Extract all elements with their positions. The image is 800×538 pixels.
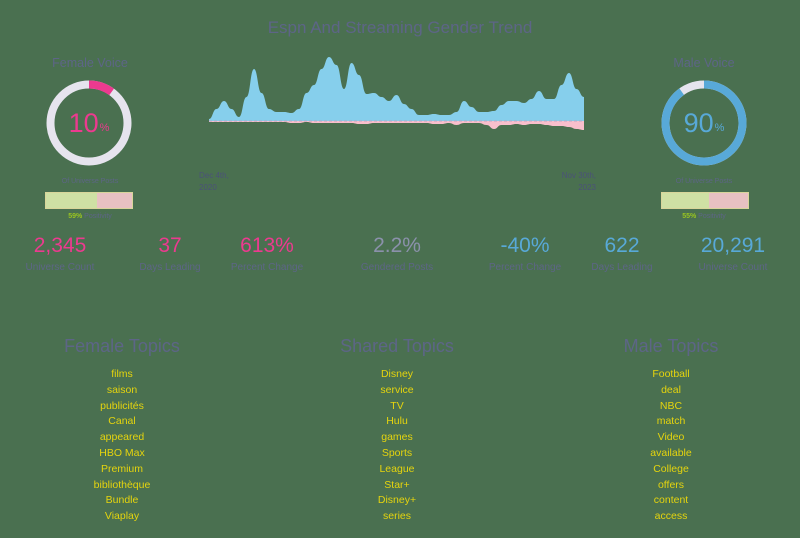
topic-item: games — [381, 431, 413, 444]
topic-item: TV — [390, 399, 404, 412]
topic-item: Sports — [381, 446, 413, 459]
male-area-series — [209, 57, 584, 121]
topic-item: deal — [661, 383, 681, 396]
stat-value: 622 — [604, 234, 640, 257]
start-date-line1: Dec 4th, — [199, 171, 229, 180]
shared-topics-list: Disney service TV Hulu games Sports League Star… — [297, 367, 497, 525]
topic-item: College — [653, 462, 689, 475]
male-topics-heading: Male Topics — [623, 336, 719, 356]
male-donut: 90% — [659, 78, 749, 168]
topic-item: Viaplay — [104, 510, 140, 523]
female-positivity: 59% Positivity — [25, 213, 155, 220]
male-positivity-label: Positivity — [698, 213, 726, 220]
topic-item: Video — [657, 431, 685, 444]
topic-item: service — [380, 383, 414, 396]
start-date-line2: 2020 — [199, 183, 217, 192]
female-topics-heading: Female Topics — [64, 336, 180, 356]
stat-label: Universe Count — [25, 262, 95, 273]
stat-label: Days Leading — [591, 262, 653, 273]
end-date-line1: Nov 30th, — [561, 171, 596, 180]
male-positivity-value: 55% — [682, 213, 697, 220]
topic-item: access — [654, 510, 688, 523]
topic-item: Disney — [380, 368, 414, 380]
topic-item: saison — [106, 383, 138, 396]
stat-gendered-posts: 2.2% Gendered Posts — [337, 234, 457, 273]
topic-item: Disney+ — [377, 494, 417, 507]
male-topics-list: Football deal NBC match Video available Colleg… — [571, 367, 771, 525]
stat-male-days-leading: 622 Days Leading — [562, 234, 682, 273]
topic-item: Football — [652, 368, 690, 380]
stat-label: Percent Change — [230, 262, 304, 273]
stat-female-universe-count: 2,345 Universe Count — [0, 234, 120, 273]
stat-label: Universe Count — [698, 262, 768, 273]
start-date: Dec 4th, 2020 — [199, 170, 229, 194]
female-positivity-label: Positivity — [84, 213, 112, 220]
female-percent-value: 10 — [68, 107, 99, 138]
female-positivity-bar — [45, 192, 133, 209]
female-positivity-value: 59% — [68, 213, 83, 220]
female-percent-symbol: % — [99, 122, 110, 134]
male-positive-segment — [662, 193, 710, 208]
topic-item: Bundle — [105, 494, 139, 507]
female-donut: 10% — [44, 78, 134, 168]
page-title: Espn And Streaming Gender Trend — [267, 18, 533, 37]
shared-topics-heading: Shared Topics — [340, 336, 454, 356]
male-percent: 90% — [659, 78, 749, 168]
end-date: Nov 30th, 2023 — [556, 170, 596, 194]
female-topics: Female Topics films saison publicités Canal… — [22, 336, 222, 525]
stat-value: 20,291 — [700, 234, 766, 257]
stat-value: 2,345 — [33, 234, 87, 257]
male-positivity-bar — [661, 192, 749, 209]
stat-label: Days Leading — [139, 262, 201, 273]
stat-value: 37 — [158, 234, 182, 257]
topic-item: Canal — [108, 415, 136, 428]
topic-item: HBO Max — [99, 446, 145, 459]
female-sublabel: Of Universe Posts — [61, 178, 119, 185]
stat-label: Percent Change — [488, 262, 562, 273]
male-topics: Male Topics Football deal NBC match Video ava… — [571, 336, 771, 525]
end-date-line2: 2023 — [578, 183, 596, 192]
topic-item: series — [382, 510, 411, 523]
topic-item: bibliothèque — [93, 478, 151, 491]
female-positive-segment — [46, 193, 97, 208]
topic-item: NBC — [659, 399, 683, 412]
stat-female-days-leading: 37 Days Leading — [110, 234, 230, 273]
topic-item: League — [379, 462, 415, 475]
male-sublabel: Of Universe Posts — [675, 178, 733, 185]
stat-label: Gendered Posts — [360, 262, 434, 273]
trend-area-chart — [209, 57, 584, 130]
male-voice-label: Male Voice — [673, 56, 735, 70]
stat-female-percent-change: 613% Percent Change — [207, 234, 327, 273]
male-negative-segment — [709, 193, 748, 208]
stat-value: 2.2% — [373, 234, 421, 257]
female-topics-list: films saison publicités Canal appeared HBO Ma… — [22, 367, 222, 525]
topic-item: Premium — [100, 462, 143, 475]
female-area-series — [209, 121, 584, 130]
stat-male-percent-change: -40% Percent Change — [465, 234, 585, 273]
topic-item: offers — [657, 478, 685, 491]
topic-item: publicités — [100, 399, 144, 412]
topic-item: Star+ — [384, 478, 410, 491]
stat-value: 613% — [240, 234, 294, 257]
topic-item: appeared — [99, 431, 145, 444]
stat-male-universe-count: 20,291 Universe Count — [673, 234, 793, 273]
female-negative-segment — [96, 193, 132, 208]
topic-item: match — [656, 415, 686, 428]
male-percent-symbol: % — [714, 122, 725, 134]
topic-item: films — [111, 368, 133, 380]
female-voice-label: Female Voice — [52, 56, 128, 70]
stat-value: -40% — [500, 234, 550, 257]
male-donut-ring — [661, 80, 747, 166]
male-positivity: 55% Positivity — [639, 213, 769, 220]
topic-item: content — [653, 494, 689, 507]
male-percent-value: 90 — [683, 107, 714, 138]
female-percent: 10% — [44, 78, 134, 168]
topic-item: available — [650, 446, 692, 459]
topic-item: Hulu — [386, 415, 408, 428]
shared-topics: Shared Topics Disney service TV Hulu games Sp… — [297, 336, 497, 525]
female-donut-ring — [46, 80, 132, 166]
